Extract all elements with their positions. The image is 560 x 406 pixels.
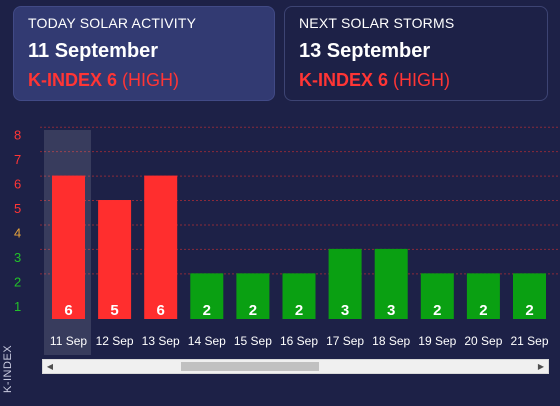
bar-value-label: 6 [64,302,72,319]
x-tick-label: 16 Sep [280,334,318,348]
next-kindex-level: (HIGH) [393,70,451,90]
left-arrow-icon[interactable]: ◀ [46,362,54,371]
today-kindex-level: (HIGH) [122,70,180,90]
y-tick-3: 3 [14,250,21,265]
next-date: 13 September [299,40,431,62]
x-axis-ticks: 11 Sep 12 Sep 13 Sep 14 Sep 15 Sep 16 Sep 17 S… [50,334,549,348]
bar-13-sep[interactable] [144,175,178,319]
bar-15-sep[interactable] [236,273,270,319]
today-date: 11 September [28,40,159,62]
right-arrow-icon[interactable]: ▶ [537,362,545,371]
bar-21-sep[interactable] [513,273,546,319]
x-tick-label: 19 Sep [418,334,456,348]
y-tick-6: 6 [14,177,21,192]
bar-value-label: 2 [525,302,533,319]
bar-value-label: 2 [203,302,211,319]
bar-value-label: 3 [341,302,349,319]
x-tick-label: 15 Sep [234,334,272,348]
next-kindex-value: K-INDEX 6 [299,70,389,90]
x-tick-label: 17 Sep [326,334,364,348]
bar-17-sep[interactable] [328,248,362,319]
bar-11-sep[interactable] [52,175,85,319]
bar-16-sep[interactable] [282,273,316,319]
x-tick-label: 14 Sep [188,334,226,348]
bar-19-sep[interactable] [420,273,454,319]
y-tick-1: 1 [14,299,21,314]
bar-value-label: 6 [157,302,165,319]
bars: 6 5 6 2 2 2 3 3 2 2 2 [52,175,546,319]
x-tick-label: 12 Sep [96,334,134,348]
y-tick-2: 2 [14,274,21,289]
bar-value-label: 3 [387,302,395,319]
bar-18-sep[interactable] [374,248,408,319]
today-kindex-value: K-INDEX 6 [28,70,118,90]
x-tick-label: 11 Sep [50,334,87,348]
next-kindex: K-INDEX 6 (HIGH) [299,70,533,91]
today-heading: TODAY SOLAR ACTIVITY [28,15,197,31]
next-storms-card: NEXT SOLAR STORMS 13 September K-INDEX 6… [284,6,548,101]
today-kindex: K-INDEX 6 (HIGH) [28,70,260,91]
y-axis-ticks: 123456789 [14,128,21,314]
scrollbar-thumb[interactable] [181,362,319,371]
bar-value-label: 5 [110,302,118,319]
bar-14-sep[interactable] [190,273,224,319]
bar-value-label: 2 [295,302,303,319]
x-tick-label: 18 Sep [372,334,410,348]
chart-horizontal-scrollbar[interactable]: ◀ ▶ [42,359,549,374]
bar-value-label: 2 [433,302,441,319]
x-tick-label: 20 Sep [464,334,502,348]
y-tick-8: 8 [14,128,21,143]
bar-20-sep[interactable] [466,273,500,319]
bar-value-label: 2 [249,302,257,319]
grid-lines [40,126,560,275]
y-axis-title: K-INDEX [2,344,14,394]
next-heading: NEXT SOLAR STORMS [299,15,455,31]
y-tick-7: 7 [14,152,21,167]
today-activity-card: TODAY SOLAR ACTIVITY 11 September K-INDE… [13,6,275,101]
bar-12-sep[interactable] [98,200,132,319]
y-tick-5: 5 [14,201,21,216]
y-tick-4: 4 [14,225,21,240]
x-tick-label: 21 Sep [510,334,548,348]
x-tick-label: 13 Sep [142,334,180,348]
bar-value-label: 2 [479,302,487,319]
